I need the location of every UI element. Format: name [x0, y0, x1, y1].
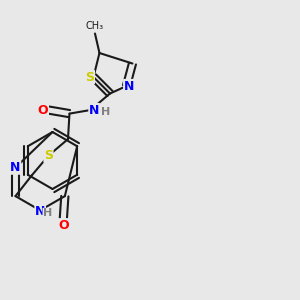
Text: O: O	[58, 219, 69, 232]
Text: H: H	[101, 106, 111, 116]
Text: H: H	[43, 208, 52, 218]
Text: N: N	[124, 80, 134, 92]
Text: CH₃: CH₃	[86, 21, 104, 31]
Text: N: N	[89, 103, 99, 116]
Text: S: S	[44, 149, 53, 162]
Text: N: N	[35, 206, 45, 218]
Text: O: O	[38, 103, 48, 116]
Text: N: N	[10, 161, 21, 174]
Text: S: S	[85, 70, 94, 83]
